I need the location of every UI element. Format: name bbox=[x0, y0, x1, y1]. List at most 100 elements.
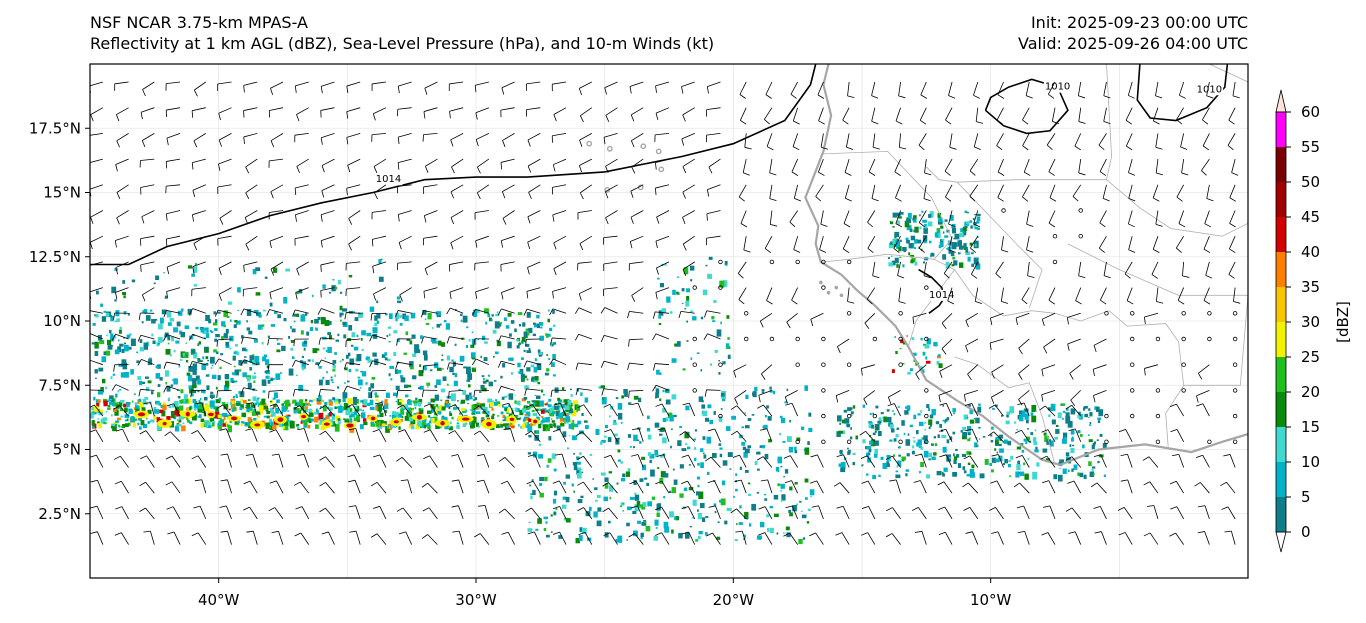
wind-barb bbox=[90, 235, 104, 243]
reflectivity-cell bbox=[765, 415, 767, 418]
wind-barb-flag bbox=[706, 213, 708, 221]
wind-barb-flag bbox=[911, 507, 919, 511]
reflectivity-cell bbox=[670, 428, 673, 430]
calm-barb bbox=[1181, 388, 1186, 393]
reflectivity-cell bbox=[374, 392, 377, 396]
wind-barb-flag bbox=[575, 362, 579, 370]
wind-barb-flag bbox=[214, 309, 219, 317]
wind-barb-flag bbox=[818, 171, 825, 176]
reflectivity-cell bbox=[371, 421, 374, 425]
wind-barb bbox=[791, 158, 799, 173]
wind-barb bbox=[449, 261, 464, 265]
reflectivity-cell bbox=[174, 425, 179, 432]
reflectivity-cell bbox=[934, 232, 939, 238]
reflectivity-cell bbox=[289, 326, 292, 329]
wind-barb bbox=[90, 310, 103, 314]
reflectivity-cell bbox=[906, 217, 911, 222]
reflectivity-cell bbox=[369, 406, 375, 411]
wind-barb-flag bbox=[1041, 369, 1044, 377]
reflectivity-cell bbox=[502, 419, 505, 422]
reflectivity-cell bbox=[327, 346, 332, 353]
reflectivity-cell bbox=[215, 407, 219, 413]
reflectivity-cell bbox=[199, 403, 204, 410]
reflectivity-cell bbox=[685, 300, 690, 307]
wind-barb bbox=[294, 235, 309, 239]
reflectivity-cell bbox=[487, 374, 490, 376]
wind-barb bbox=[325, 430, 335, 443]
reflectivity-cell bbox=[194, 407, 197, 411]
reflectivity-cell bbox=[482, 411, 486, 414]
wind-barb-flag bbox=[347, 165, 351, 173]
wind-barb bbox=[1093, 338, 1107, 346]
reflectivity-cell bbox=[471, 404, 476, 411]
reflectivity-cell bbox=[713, 300, 717, 303]
reflectivity-cell bbox=[694, 457, 697, 462]
reflectivity-cell bbox=[907, 212, 912, 219]
reflectivity-cell bbox=[516, 339, 519, 342]
reflectivity-cell bbox=[696, 352, 700, 354]
reflectivity-cell bbox=[198, 399, 201, 404]
reflectivity-cell bbox=[179, 405, 184, 411]
reflectivity-cell bbox=[1019, 415, 1024, 422]
reflectivity-cell bbox=[697, 462, 700, 466]
reflectivity-cell bbox=[101, 316, 107, 322]
reflectivity-cell bbox=[153, 409, 156, 412]
wind-barb-flag bbox=[269, 403, 277, 407]
reflectivity-cell bbox=[959, 232, 964, 238]
reflectivity-cell bbox=[612, 422, 617, 425]
reflectivity-cell bbox=[658, 323, 662, 326]
reflectivity-cell bbox=[576, 410, 578, 413]
wind-barb-flag bbox=[964, 394, 966, 402]
reflectivity-cell bbox=[547, 333, 551, 337]
wind-barb bbox=[637, 505, 644, 520]
wind-barb-flag bbox=[991, 371, 995, 379]
reflectivity-cell bbox=[154, 409, 159, 414]
wind-barb bbox=[1048, 287, 1056, 301]
wind-barb bbox=[687, 454, 696, 468]
reflectivity-cell bbox=[595, 429, 600, 435]
reflectivity-cell bbox=[112, 373, 116, 376]
reflectivity-cell bbox=[359, 424, 364, 430]
reflectivity-cell bbox=[291, 328, 296, 333]
reflectivity-cell bbox=[954, 233, 960, 240]
reflectivity-cell bbox=[115, 393, 118, 398]
reflectivity-cell bbox=[205, 333, 210, 338]
colorbar-tick-label: 55 bbox=[1301, 138, 1320, 156]
reflectivity-cell bbox=[937, 212, 942, 218]
reflectivity-cell bbox=[673, 414, 677, 418]
reflectivity-cell bbox=[156, 417, 161, 423]
reflectivity-cell bbox=[372, 352, 377, 357]
wind-barb-flag bbox=[449, 111, 451, 119]
island-outline bbox=[586, 140, 593, 147]
wind-barb bbox=[864, 313, 876, 324]
wind-barb-flag bbox=[790, 93, 797, 99]
reflectivity-cell bbox=[420, 408, 423, 410]
reflectivity-cell bbox=[910, 368, 913, 372]
wind-barb bbox=[504, 508, 515, 520]
reflectivity-cell bbox=[382, 408, 385, 411]
reflectivity-cell bbox=[404, 404, 409, 410]
wind-barb bbox=[552, 210, 567, 216]
reflectivity-cell bbox=[493, 401, 498, 406]
reflectivity-cell bbox=[855, 435, 859, 440]
reflectivity-cell bbox=[337, 279, 341, 285]
reflectivity-cell bbox=[1030, 412, 1034, 416]
wind-barb-flag bbox=[1128, 197, 1136, 202]
wind-barb bbox=[423, 364, 438, 367]
reflectivity-cell bbox=[1023, 408, 1029, 413]
reflectivity-cell bbox=[937, 434, 940, 438]
reflectivity-cell bbox=[141, 321, 144, 324]
wind-barb-flag bbox=[988, 404, 996, 409]
reflectivity-cell bbox=[368, 387, 371, 392]
wind-barb-flag bbox=[1169, 403, 1177, 408]
wind-barb-flag bbox=[192, 266, 195, 274]
reflectivity-cell bbox=[404, 384, 408, 389]
wind-barb bbox=[166, 309, 181, 314]
wind-barb bbox=[1018, 338, 1030, 349]
reflectivity-cell bbox=[537, 408, 541, 411]
reflectivity-core bbox=[393, 420, 399, 424]
wind-barb-flag bbox=[113, 405, 120, 410]
wind-barb bbox=[379, 506, 387, 520]
wind-barb bbox=[269, 309, 284, 314]
island-outline bbox=[839, 293, 844, 298]
